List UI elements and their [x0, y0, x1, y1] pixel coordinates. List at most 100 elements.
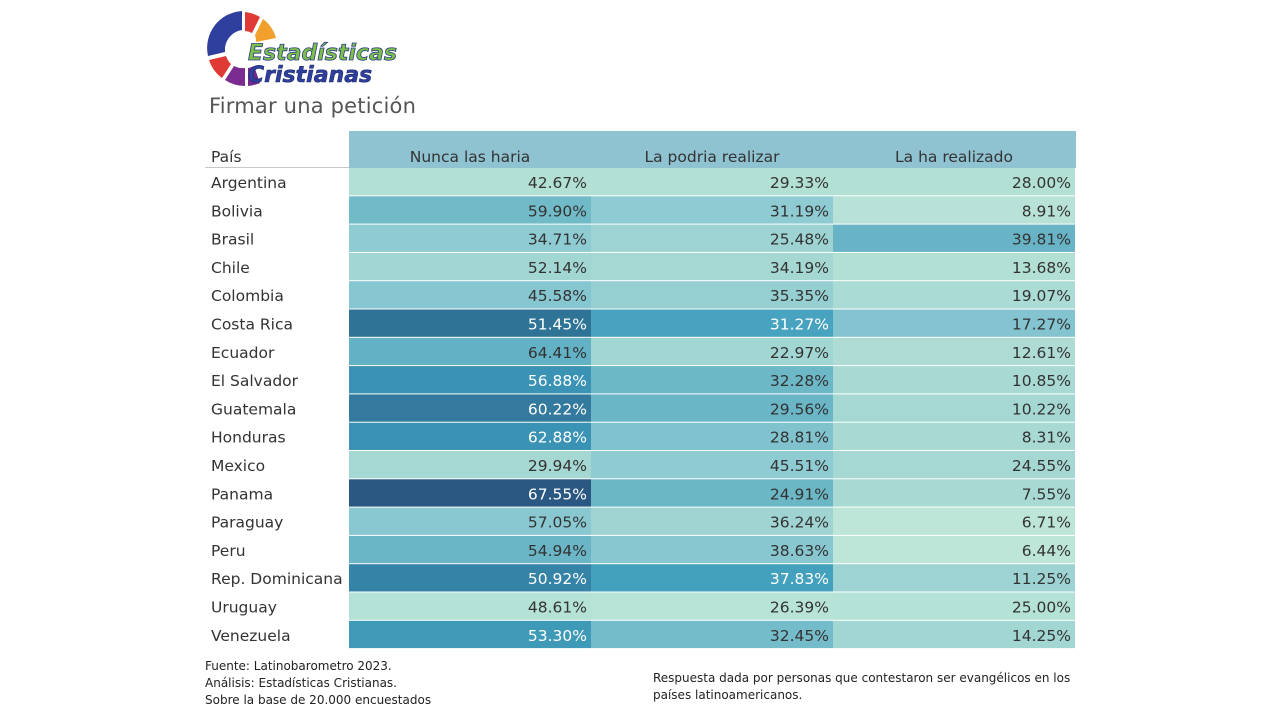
cell-value-label: 17.27%	[1012, 316, 1071, 334]
heat-cell	[349, 281, 591, 309]
heat-cell	[833, 168, 1075, 196]
cell-value-label: 53.30%	[528, 627, 587, 645]
cell-value-label: 34.71%	[528, 231, 587, 249]
cell-value-label: 29.94%	[528, 457, 587, 475]
country-label: Argentina	[211, 174, 287, 192]
row-header-label: País	[211, 148, 242, 166]
table-row: Chile 52.14% 34.19% 13.68%	[211, 252, 1075, 281]
heat-cell	[833, 451, 1075, 479]
table-row: Costa Rica 51.45% 31.27% 17.27%	[211, 309, 1075, 337]
heat-cell	[349, 337, 591, 366]
heat-cell	[349, 451, 591, 479]
heat-cell	[833, 309, 1075, 337]
source-notes: Fuente: Latinobarometro 2023. Análisis: …	[205, 658, 431, 709]
cell-value-label: 57.05%	[528, 514, 587, 532]
heat-cell	[833, 592, 1075, 620]
heat-cell	[349, 366, 591, 394]
cell-value-label: 25.00%	[1012, 599, 1071, 617]
cell-value-label: 37.83%	[770, 570, 829, 588]
cell-value-label: 8.31%	[1022, 429, 1071, 447]
country-label: Venezuela	[211, 627, 291, 645]
source-line: Fuente: Latinobarometro 2023.	[205, 659, 392, 673]
cell-value-label: 64.41%	[528, 344, 587, 362]
country-label: Brasil	[211, 231, 254, 249]
cell-value-label: 29.33%	[770, 174, 829, 192]
cell-value-label: 8.91%	[1022, 202, 1071, 220]
table-row: Mexico 29.94% 45.51% 24.55%	[211, 451, 1075, 479]
heat-cell	[833, 281, 1075, 309]
cell-value-label: 22.97%	[770, 344, 829, 362]
cell-value-label: 48.61%	[528, 599, 587, 617]
cell-value-label: 31.27%	[770, 316, 829, 334]
table-row: Venezuela 53.30% 32.45% 14.25%	[211, 620, 1075, 649]
table-row: Uruguay 48.61% 26.39% 25.00%	[211, 592, 1075, 620]
cell-value-label: 42.67%	[528, 174, 587, 192]
table-row: Paraguay 57.05% 36.24% 6.71%	[211, 507, 1075, 535]
logo-line2: Cristianas	[248, 63, 372, 88]
heat-cell	[349, 620, 591, 649]
heatmap-table: País Nunca las haria La podria realizar La…	[205, 131, 1076, 649]
country-label: Ecuador	[211, 344, 275, 362]
column-header: La podria realizar	[644, 148, 780, 166]
heat-cell	[591, 507, 833, 535]
cell-value-label: 39.81%	[1012, 231, 1071, 249]
table-row: Honduras 62.88% 28.81% 8.31%	[211, 422, 1075, 450]
cell-value-label: 50.92%	[528, 570, 587, 588]
cell-value-label: 45.58%	[528, 287, 587, 305]
analysis-line: Análisis: Estadísticas Cristianas.	[205, 676, 397, 690]
heat-cell	[591, 366, 833, 394]
cell-value-label: 26.39%	[770, 599, 829, 617]
cell-value-label: 32.28%	[770, 372, 829, 390]
heat-cell	[833, 422, 1075, 450]
country-label: Costa Rica	[211, 316, 293, 334]
base-line: Sobre la base de 20.000 encuestados	[205, 693, 432, 707]
cell-value-label: 38.63%	[770, 542, 829, 560]
cell-value-label: 28.00%	[1012, 174, 1071, 192]
cell-value-label: 56.88%	[528, 372, 587, 390]
country-label: Uruguay	[211, 599, 277, 617]
table-rows: Argentina 42.67% 29.33% 28.00% Bolivia 59.90%…	[211, 168, 1075, 649]
heat-cell	[349, 394, 591, 422]
cell-value-label: 11.25%	[1012, 570, 1071, 588]
heat-cell	[591, 394, 833, 422]
cell-value-label: 32.45%	[770, 627, 829, 645]
heat-cell	[833, 337, 1075, 366]
cell-value-label: 10.85%	[1012, 372, 1071, 390]
country-label: Honduras	[211, 429, 286, 447]
heat-cell	[591, 168, 833, 196]
page-title: Firmar una petición	[209, 94, 417, 118]
heat-cell	[591, 451, 833, 479]
country-label: El Salvador	[211, 372, 299, 390]
heat-cell	[591, 535, 833, 564]
heat-cell	[833, 507, 1075, 535]
heat-cell	[591, 422, 833, 450]
cell-value-label: 67.55%	[528, 485, 587, 503]
heat-cell	[349, 309, 591, 337]
cell-value-label: 36.24%	[770, 514, 829, 532]
cell-value-label: 6.71%	[1022, 514, 1071, 532]
country-label: Paraguay	[211, 514, 283, 532]
table-row: Argentina 42.67% 29.33% 28.00%	[211, 168, 1075, 196]
country-label: Peru	[211, 542, 246, 560]
heat-cell	[833, 479, 1075, 507]
respondent-note: Respuesta dada por personas que contesta…	[653, 670, 1073, 704]
cell-value-label: 24.91%	[770, 485, 829, 503]
heat-cell	[833, 252, 1075, 281]
heat-cell	[349, 252, 591, 281]
heat-cell	[349, 479, 591, 507]
heat-cell	[591, 564, 833, 592]
heat-cell	[833, 366, 1075, 394]
heat-cell	[591, 309, 833, 337]
cell-value-label: 60.22%	[528, 400, 587, 418]
cell-value-label: 28.81%	[770, 429, 829, 447]
table-row: Peru 54.94% 38.63% 6.44%	[211, 535, 1075, 564]
cell-value-label: 13.68%	[1012, 259, 1071, 277]
country-label: Colombia	[211, 287, 284, 305]
country-label: Rep. Dominicana	[211, 570, 343, 588]
heat-cell	[591, 620, 833, 649]
column-header: La ha realizado	[895, 148, 1013, 166]
heat-cell	[349, 422, 591, 450]
cell-value-label: 24.55%	[1012, 457, 1071, 475]
column-header: Nunca las haria	[410, 148, 531, 166]
heat-cell	[591, 252, 833, 281]
